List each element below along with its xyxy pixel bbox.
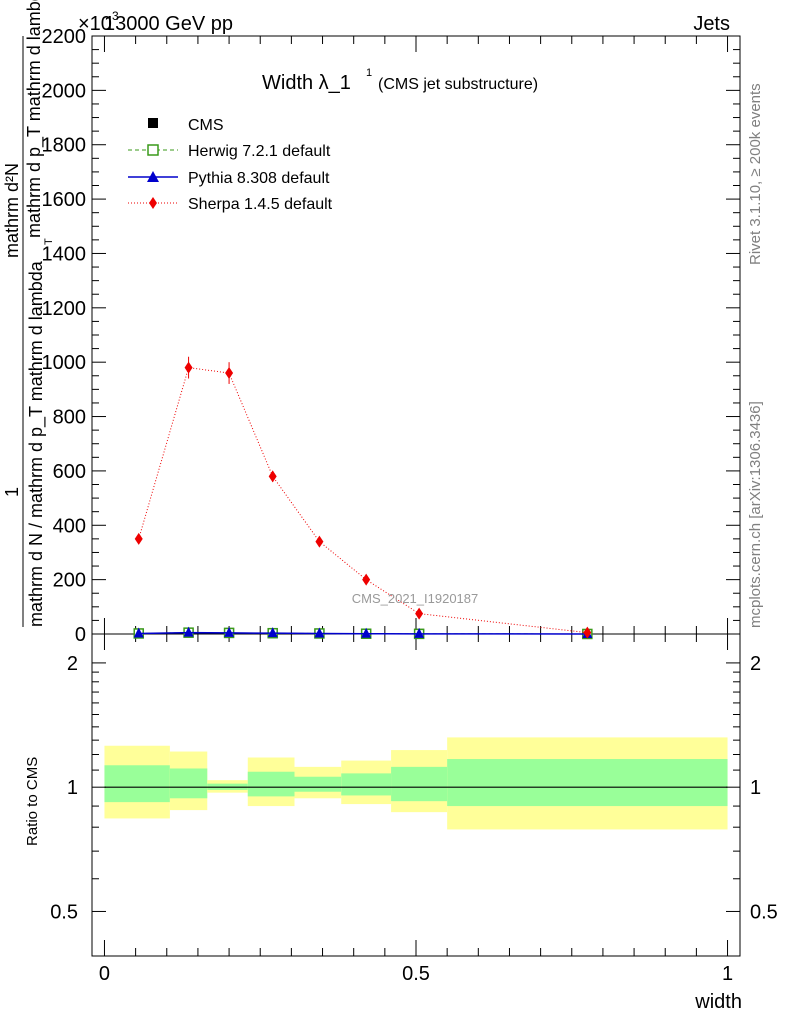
data-point-pythia — [267, 627, 278, 638]
y-scale-exponent: ×10 — [78, 13, 112, 35]
data-point-sherpa — [134, 532, 143, 545]
y-tick-label: 2000 — [42, 80, 87, 102]
ratio-y-tick-label-right: 2 — [750, 653, 761, 675]
data-point-pythia — [361, 627, 372, 638]
y-tick-label: 800 — [53, 407, 86, 429]
legend-marker-sherpa — [149, 197, 157, 209]
ratio-axes: 0.5 0.5 1 1 2 2 0 0.5 1 — [50, 634, 778, 985]
x-tick-label: 0 — [99, 963, 110, 985]
ratio-band-inner — [391, 766, 448, 802]
ratio-bands — [104, 737, 728, 830]
legend: CMS Herwig 7.2.1 default Pythia 8.308 de… — [128, 117, 333, 213]
main-y-label: mathrm d N / mathrm d p_T mathrm d lambd… — [2, 0, 55, 627]
y-tick-label: 600 — [53, 461, 86, 483]
y-scale-exponent-power: 3 — [112, 9, 119, 23]
data-point-sherpa — [583, 626, 592, 639]
analysis-watermark: CMS_2021_I1920187 — [352, 591, 479, 606]
mcplots-credit-text: mcplots.cern.ch [arXiv:1306.3436] — [747, 401, 764, 628]
data-point-sherpa — [225, 367, 234, 380]
y-tick-label: 1000 — [42, 352, 87, 374]
main-axes: 0 200 400 600 800 1000 1200 1400 1600 1800 2000 220… — [42, 26, 740, 646]
data-point-pythia — [224, 626, 235, 637]
y-label-subscript: T — [43, 238, 55, 245]
chart-subtitle: (CMS jet substructure) — [378, 76, 538, 93]
data-point-sherpa — [315, 535, 324, 548]
y-label-numerator: mathrm d²N — [2, 163, 22, 258]
ratio-band-inner — [294, 776, 342, 792]
data-point-sherpa — [415, 607, 424, 620]
x-tick-label: 1 — [722, 963, 733, 985]
data-point-pythia — [183, 626, 194, 637]
legend-marker-pythia — [147, 171, 159, 182]
ratio-band-inner — [341, 773, 392, 796]
x-tick-label: 0.5 — [402, 963, 430, 985]
y-tick-label: 1400 — [42, 243, 87, 265]
y-tick-label: 1800 — [42, 135, 87, 157]
legend-label-herwig: Herwig 7.2.1 default — [188, 143, 331, 160]
ratio-y-label: Ratio to CMS — [24, 757, 41, 846]
y-label-denominator: mathrm d p_T mathrm d lambda — [24, 0, 45, 238]
ratio-y-tick-label: 0.5 — [50, 901, 78, 923]
data-point-pythia — [314, 627, 325, 638]
data-point-pythia — [414, 627, 425, 638]
y-tick-label: 0 — [75, 624, 86, 646]
data-point-pythia — [133, 627, 144, 638]
y-tick-label: 200 — [53, 570, 86, 592]
ratio-y-tick-label-right: 1 — [750, 777, 761, 799]
y-tick-label: 400 — [53, 515, 86, 537]
legend-label-pythia: Pythia 8.308 default — [188, 170, 330, 187]
data-point-sherpa — [362, 573, 371, 586]
ratio-band-inner — [247, 771, 295, 797]
legend-marker-herwig — [147, 144, 159, 156]
ratio-y-tick-label-right: 0.5 — [750, 901, 778, 923]
chart-title: Width λ_1 — [262, 72, 351, 94]
legend-label-cms: CMS — [188, 117, 224, 134]
ratio-y-tick-label: 1 — [67, 777, 78, 799]
x-axis-label: width — [694, 991, 742, 1013]
header-jets: Jets — [693, 13, 730, 35]
header-energy: 13000 GeV pp — [104, 13, 233, 35]
data-point-sherpa — [268, 470, 277, 483]
chart-title-sup: 1 — [366, 67, 372, 79]
y-tick-label: 1600 — [42, 189, 87, 211]
ratio-band-inner — [104, 765, 170, 803]
legend-marker-cms — [148, 118, 158, 128]
legend-label-sherpa: Sherpa 1.4.5 default — [188, 196, 333, 213]
rivet-version-text: Rivet 3.1.10, ≥ 200k events — [747, 83, 764, 265]
data-point-sherpa — [184, 361, 193, 374]
series-line — [138, 631, 588, 635]
y-tick-label: 1200 — [42, 298, 87, 320]
main-series — [133, 356, 593, 640]
ratio-band-inner — [447, 759, 728, 807]
y-label-one: 1 — [2, 487, 22, 497]
ratio-y-tick-label: 2 — [67, 653, 78, 675]
y-label-main: mathrm d N / mathrm d p_T mathrm d lambd… — [26, 260, 47, 627]
ratio-band-inner — [169, 768, 208, 799]
y-tick-label: 2200 — [42, 26, 87, 48]
